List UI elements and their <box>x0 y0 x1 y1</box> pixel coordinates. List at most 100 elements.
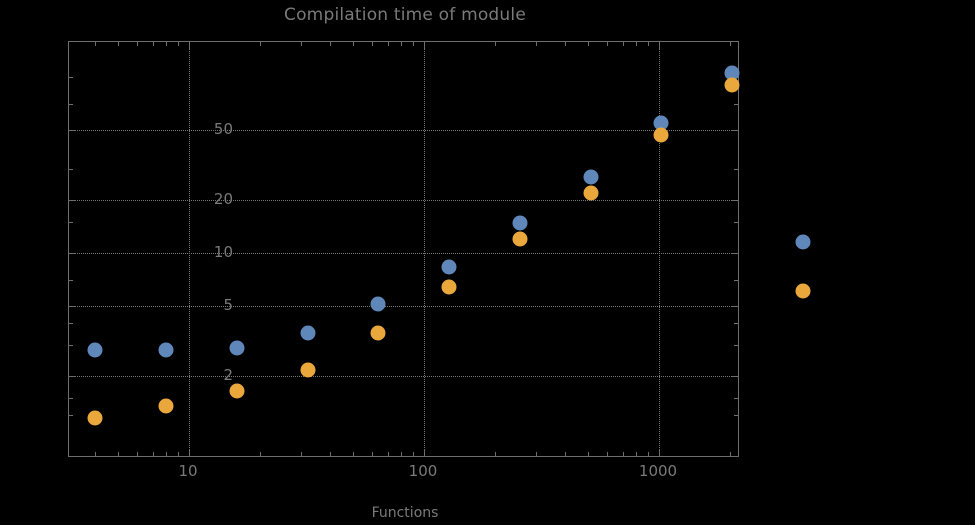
tick-y <box>69 376 76 377</box>
gridline-horizontal <box>69 253 738 254</box>
tick-x <box>189 42 190 49</box>
tick-y <box>731 130 738 131</box>
tick-x <box>659 449 660 456</box>
data-point <box>229 340 245 356</box>
tick-x <box>178 42 180 46</box>
x-tick-label: 1000 <box>638 462 678 480</box>
tick-x <box>401 452 403 456</box>
tick-x <box>606 42 608 46</box>
data-point <box>441 279 457 295</box>
data-point <box>724 77 740 93</box>
gridline-horizontal <box>69 376 738 377</box>
data-point <box>370 325 386 341</box>
tick-x <box>424 449 425 456</box>
page-title: Compilation time of module <box>284 5 526 25</box>
tick-x <box>166 452 168 456</box>
tick-x <box>301 452 303 456</box>
tick-y <box>69 305 76 307</box>
tick-y <box>69 397 73 399</box>
y-axis-title: Seconds <box>0 222 4 282</box>
tick-y <box>69 323 73 325</box>
data-point <box>795 283 811 299</box>
tick-x <box>536 452 538 456</box>
tick-y <box>69 104 73 106</box>
data-point <box>158 342 174 358</box>
tick-x <box>729 42 731 46</box>
tick-x <box>401 42 403 46</box>
tick-x <box>301 42 303 46</box>
tick-x <box>622 452 624 456</box>
tick-x <box>136 42 138 46</box>
gridline-vertical <box>659 42 660 456</box>
x-tick-label: 100 <box>408 462 438 480</box>
tick-x <box>494 42 496 46</box>
data-point <box>87 342 103 358</box>
data-point <box>87 410 103 426</box>
gridline-vertical <box>424 42 425 456</box>
plot-area <box>69 42 811 456</box>
tick-x <box>659 42 660 49</box>
data-point <box>653 127 669 143</box>
tick-y <box>69 345 73 346</box>
tick-x <box>259 452 261 456</box>
tick-x <box>622 42 624 46</box>
tick-x <box>565 42 567 46</box>
tick-x <box>353 452 355 456</box>
tick-x <box>387 42 389 46</box>
tick-x <box>494 452 496 456</box>
data-point <box>300 325 316 341</box>
data-point <box>158 398 174 414</box>
tick-y <box>731 305 738 307</box>
tick-x <box>588 452 590 456</box>
tick-x <box>95 42 97 46</box>
tick-y <box>734 222 738 223</box>
data-point <box>653 115 669 131</box>
tick-x <box>330 42 332 46</box>
tick-y <box>69 253 76 254</box>
data-point <box>512 231 528 247</box>
tick-x <box>371 42 373 46</box>
tick-y <box>69 200 76 202</box>
tick-y <box>69 415 73 417</box>
gridline-horizontal <box>69 305 738 307</box>
tick-y <box>734 323 738 325</box>
y-tick-label: 5 <box>223 295 233 314</box>
tick-x <box>648 452 650 456</box>
y-tick-label: 2 <box>223 366 233 384</box>
tick-y <box>69 222 73 223</box>
tick-x <box>95 452 97 456</box>
tick-x <box>648 42 650 46</box>
data-point <box>300 362 316 378</box>
tick-x <box>136 452 138 456</box>
data-point <box>583 169 599 185</box>
tick-y <box>734 397 738 399</box>
tick-y <box>734 104 738 106</box>
tick-x <box>166 42 168 46</box>
tick-x <box>152 42 154 46</box>
tick-x <box>387 452 389 456</box>
tick-y <box>69 77 73 79</box>
tick-x <box>189 449 190 456</box>
gridline-horizontal <box>69 130 738 131</box>
tick-y <box>731 376 738 377</box>
tick-x <box>118 452 120 456</box>
tick-x <box>565 452 567 456</box>
tick-y <box>734 415 738 417</box>
x-axis-title: Functions <box>371 505 439 521</box>
plot-frame <box>68 41 811 457</box>
tick-y <box>734 280 738 282</box>
tick-x <box>353 42 355 46</box>
data-point <box>512 215 528 231</box>
tick-x <box>330 452 332 456</box>
tick-x <box>413 42 415 46</box>
tick-y <box>731 200 738 202</box>
tick-y <box>69 130 76 131</box>
tick-y <box>69 169 73 171</box>
tick-y <box>734 169 738 171</box>
gridline-vertical <box>189 42 190 456</box>
tick-x <box>636 42 638 46</box>
data-point <box>795 234 811 250</box>
tick-x <box>371 452 373 456</box>
tick-y <box>731 253 738 254</box>
